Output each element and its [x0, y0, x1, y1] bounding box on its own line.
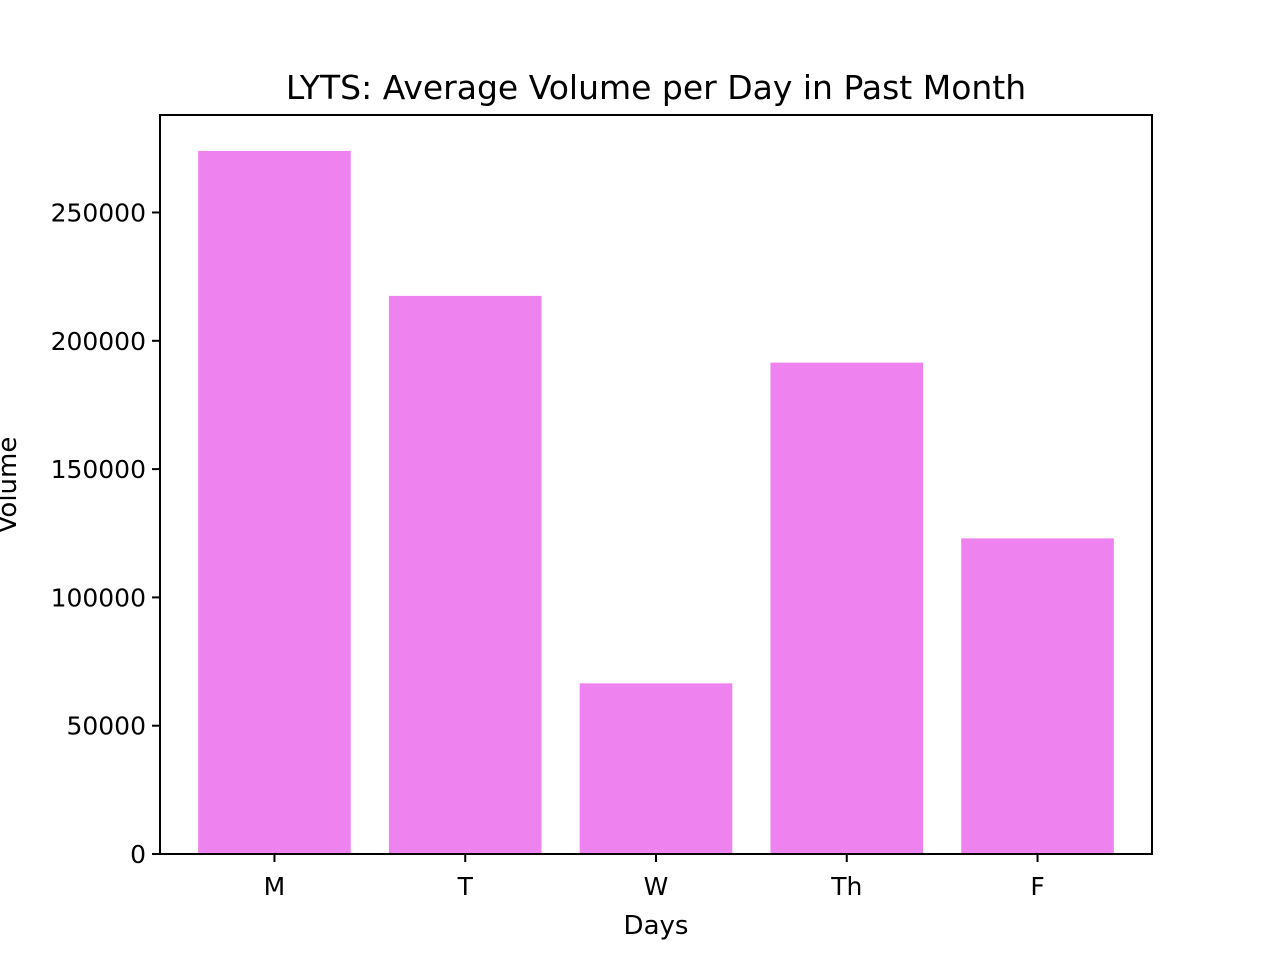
y-axis-label: Volume [0, 437, 23, 534]
y-tick-label: 250000 [51, 199, 146, 228]
y-tick-label: 50000 [66, 712, 146, 741]
x-tick-label: M [264, 872, 286, 901]
y-tick-label: 0 [130, 840, 146, 869]
x-tick-label: W [644, 872, 669, 901]
bar-t [388, 295, 542, 854]
bar-m [198, 150, 351, 855]
bar-w [579, 683, 733, 854]
y-tick-label: 100000 [51, 583, 146, 612]
bars-group [198, 150, 1114, 855]
plot-frame [159, 114, 1153, 855]
x-axis-label: Days [624, 911, 689, 941]
x-tick-label: F [1030, 872, 1044, 901]
y-axis-ticks: 0 50000 100000 150000 200000 250000 [51, 199, 160, 869]
y-tick-label: 200000 [51, 327, 146, 356]
bar-f [961, 538, 1114, 854]
x-tick-label: T [457, 872, 474, 901]
bar-th [770, 362, 924, 854]
x-tick-label: Th [830, 872, 862, 901]
chart-title: LYTS: Average Volume per Day in Past Mon… [286, 68, 1026, 107]
x-axis-ticks: M T W Th F [264, 854, 1045, 901]
y-tick-label: 150000 [51, 455, 146, 484]
